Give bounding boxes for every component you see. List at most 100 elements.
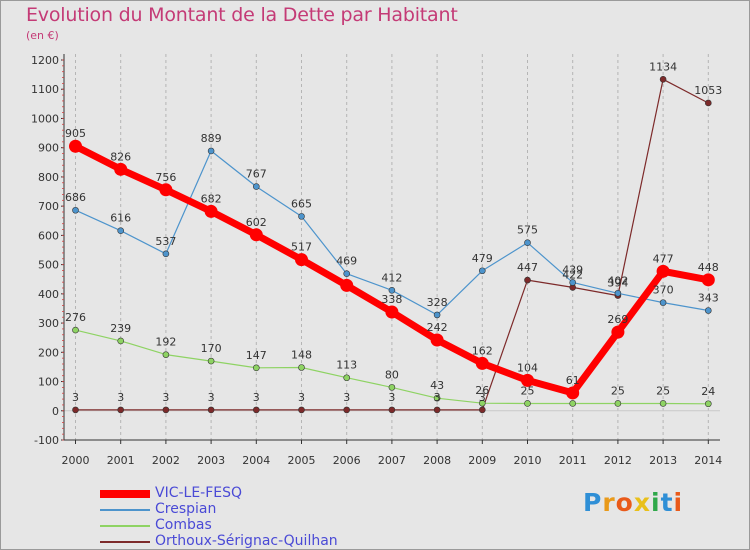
data-label-orthoux-s-rignac-quilhan: 422 (562, 268, 583, 281)
data-label-orthoux-s-rignac-quilhan: 1053 (694, 84, 722, 97)
data-label-vic-le-fesq: 162 (472, 344, 493, 357)
data-label-crespian: 412 (381, 271, 402, 284)
data-point-combas (298, 364, 305, 371)
data-label-crespian: 343 (698, 292, 719, 305)
data-label-combas: 276 (65, 311, 86, 324)
y-tick-label: 0 (52, 405, 59, 418)
data-label-orthoux-s-rignac-quilhan: 3 (388, 391, 395, 404)
data-label-crespian: 370 (653, 284, 674, 297)
data-point-combas (207, 357, 215, 365)
data-label-combas: 43 (430, 379, 444, 392)
data-point-vic-le-fesq (204, 204, 218, 218)
x-tick-label: 2011 (559, 454, 587, 467)
data-point-combas (478, 399, 486, 407)
legend-swatch (100, 490, 150, 498)
y-tick-label: 300 (38, 317, 59, 330)
data-label-vic-le-fesq: 905 (65, 127, 86, 140)
chart-unit-label: (en €) (26, 29, 59, 42)
x-tick-label: 2003 (197, 454, 225, 467)
data-label-combas: 148 (291, 349, 312, 362)
data-label-vic-le-fesq: 517 (291, 241, 312, 254)
data-label-combas: 192 (155, 336, 176, 349)
data-label-combas: 26 (475, 384, 489, 397)
data-label-vic-le-fesq: 104 (517, 361, 538, 374)
x-tick-label: 2010 (514, 454, 542, 467)
data-label-vic-le-fesq: 269 (607, 313, 628, 326)
data-label-crespian: 479 (472, 252, 493, 265)
legend-label: VIC-LE-FESQ (155, 485, 243, 501)
logo-letter: r (602, 488, 616, 517)
data-label-orthoux-s-rignac-quilhan: 3 (434, 391, 441, 404)
data-label-orthoux-s-rignac-quilhan: 3 (298, 391, 305, 404)
y-tick-label: 1000 (31, 112, 59, 125)
data-label-vic-le-fesq: 826 (110, 150, 131, 163)
data-point-vic-le-fesq (340, 278, 354, 292)
x-tick-label: 2009 (468, 454, 496, 467)
data-point-combas (569, 400, 577, 407)
data-point-vic-le-fesq (430, 333, 444, 347)
data-point-combas (659, 400, 667, 407)
data-label-crespian: 575 (517, 224, 538, 237)
data-point-orthoux-s-rignac-quilhan (433, 406, 441, 414)
x-tick-label: 2007 (378, 454, 406, 467)
data-label-crespian: 616 (110, 212, 131, 225)
y-tick-label: 400 (38, 288, 59, 301)
logo-letter: i (651, 488, 661, 517)
data-point-orthoux-s-rignac-quilhan (207, 406, 215, 414)
data-point-vic-le-fesq (249, 228, 263, 242)
data-point-vic-le-fesq (295, 253, 308, 267)
data-point-crespian (162, 250, 170, 258)
chart-title: Evolution du Montant de la Dette par Hab… (26, 4, 458, 26)
data-point-orthoux-s-rignac-quilhan (343, 406, 351, 414)
data-point-vic-le-fesq (566, 386, 580, 400)
x-tick-label: 2008 (423, 454, 451, 467)
data-label-orthoux-s-rignac-quilhan: 3 (117, 391, 124, 404)
data-point-vic-le-fesq (114, 162, 128, 176)
x-tick-label: 2001 (107, 454, 135, 467)
data-point-combas (117, 337, 124, 345)
data-point-crespian (298, 213, 305, 220)
x-tick-label: 2014 (694, 454, 722, 467)
data-label-combas: 24 (701, 385, 715, 398)
y-tick-label: 1100 (31, 83, 59, 96)
data-point-combas (343, 374, 351, 382)
data-label-combas: 25 (656, 384, 670, 397)
data-label-vic-le-fesq: 756 (155, 171, 176, 184)
data-point-crespian (388, 287, 396, 294)
data-point-crespian (343, 270, 351, 277)
data-point-crespian (207, 147, 215, 155)
data-label-orthoux-s-rignac-quilhan: 3 (72, 391, 79, 404)
data-point-combas (252, 364, 260, 372)
logo-letter: i (673, 488, 684, 517)
data-label-orthoux-s-rignac-quilhan: 3 (479, 391, 486, 404)
y-tick-label: 200 (38, 346, 59, 359)
logo-letter: t (660, 488, 674, 517)
data-label-vic-le-fesq: 242 (427, 321, 448, 334)
data-point-orthoux-s-rignac-quilhan (162, 406, 170, 414)
data-label-orthoux-s-rignac-quilhan: 394 (607, 277, 628, 290)
logo-letter: P (583, 488, 603, 517)
data-point-orthoux-s-rignac-quilhan (478, 406, 486, 414)
logo-letter: o (615, 488, 634, 517)
data-point-vic-le-fesq (159, 183, 173, 197)
legend-swatch (100, 525, 150, 527)
data-label-combas: 25 (521, 384, 535, 397)
legend-swatch (100, 541, 150, 543)
x-tick-label: 2000 (62, 454, 90, 467)
data-label-crespian: 665 (291, 197, 312, 210)
data-point-crespian (252, 183, 260, 190)
data-label-crespian: 328 (427, 296, 448, 309)
y-tick-label: 100 (38, 376, 59, 389)
data-label-vic-le-fesq: 448 (698, 261, 719, 274)
data-point-vic-le-fesq (611, 325, 625, 339)
data-point-crespian (478, 267, 486, 275)
data-label-combas: 147 (246, 349, 267, 362)
data-point-orthoux-s-rignac-quilhan (252, 406, 260, 414)
data-label-crespian: 767 (246, 168, 267, 181)
data-point-orthoux-s-rignac-quilhan (72, 406, 79, 414)
data-label-orthoux-s-rignac-quilhan: 3 (208, 391, 215, 404)
data-label-combas: 25 (611, 384, 625, 397)
data-label-orthoux-s-rignac-quilhan: 447 (517, 261, 538, 274)
data-label-vic-le-fesq: 602 (246, 216, 267, 229)
data-label-vic-le-fesq: 682 (201, 192, 222, 205)
